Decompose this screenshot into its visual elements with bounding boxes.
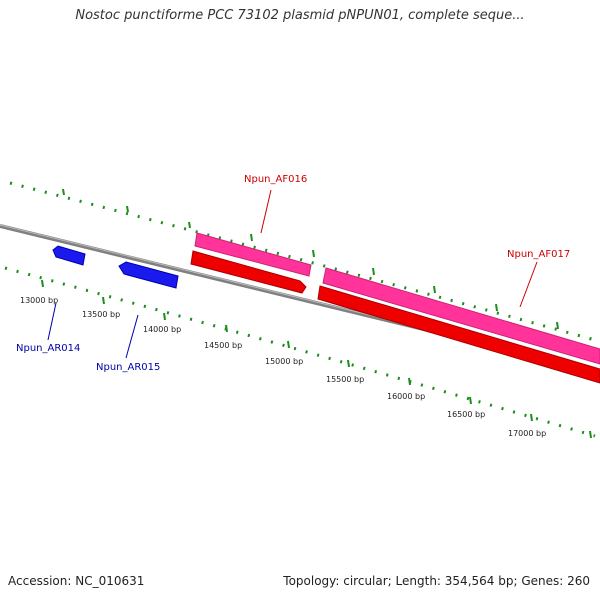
major-tick xyxy=(225,324,228,333)
major-tick xyxy=(530,413,533,422)
major-tick xyxy=(126,205,129,213)
major-tick xyxy=(102,296,105,305)
gene-label-npun-ar015[interactable]: Npun_AR015 xyxy=(96,362,160,373)
major-tick xyxy=(62,188,65,196)
major-tick xyxy=(469,396,472,405)
major-tick xyxy=(312,249,315,258)
major-tick xyxy=(287,340,290,349)
gene-feature-npun-af016[interactable] xyxy=(194,232,312,277)
gene-feature-npun-af017[interactable] xyxy=(322,267,600,365)
leader-line xyxy=(125,314,139,359)
major-tick xyxy=(495,303,498,312)
gene-feature-npun-ar015[interactable] xyxy=(118,261,179,289)
tick-label: 16500 bp xyxy=(447,410,485,419)
gene-feature-reverse-cds[interactable] xyxy=(317,285,600,384)
tick-label: 14500 bp xyxy=(204,341,242,350)
major-tick xyxy=(589,430,592,439)
tick-label: 17000 bp xyxy=(508,429,546,438)
tick-label: 13500 bp xyxy=(82,310,120,319)
gene-feature-reverse-cds[interactable] xyxy=(190,250,307,294)
major-tick xyxy=(372,267,375,276)
leader-line xyxy=(519,261,538,308)
major-tick xyxy=(163,312,166,321)
gene-label-npun-af016[interactable]: Npun_AF016 xyxy=(244,174,307,185)
gene-feature-npun-ar014[interactable] xyxy=(52,245,86,266)
major-tick xyxy=(188,221,191,229)
tick-label: 14000 bp xyxy=(143,325,181,334)
major-tick xyxy=(408,377,411,386)
tick-label: 13000 bp xyxy=(20,296,58,305)
major-tick xyxy=(41,279,44,288)
inner-tick-track xyxy=(4,266,596,439)
accession-text: Accession: NC_010631 xyxy=(8,574,145,588)
major-tick xyxy=(433,285,436,294)
major-tick xyxy=(347,359,350,368)
leader-line xyxy=(260,189,272,234)
tick-label: 16000 bp xyxy=(387,392,425,401)
leader-line xyxy=(47,302,57,341)
gene-label-npun-ar014[interactable]: Npun_AR014 xyxy=(16,343,80,354)
major-tick xyxy=(250,233,253,242)
tick-label: 15500 bp xyxy=(326,375,364,384)
major-tick xyxy=(556,321,559,330)
map-title: Nostoc punctiforme PCC 73102 plasmid pNP… xyxy=(75,8,525,23)
outer-tick-track xyxy=(9,181,596,342)
gene-label-npun-af017[interactable]: Npun_AF017 xyxy=(507,249,570,260)
tick-label: 15000 bp xyxy=(265,357,303,366)
topology-summary: Topology: circular; Length: 354,564 bp; … xyxy=(283,574,590,588)
